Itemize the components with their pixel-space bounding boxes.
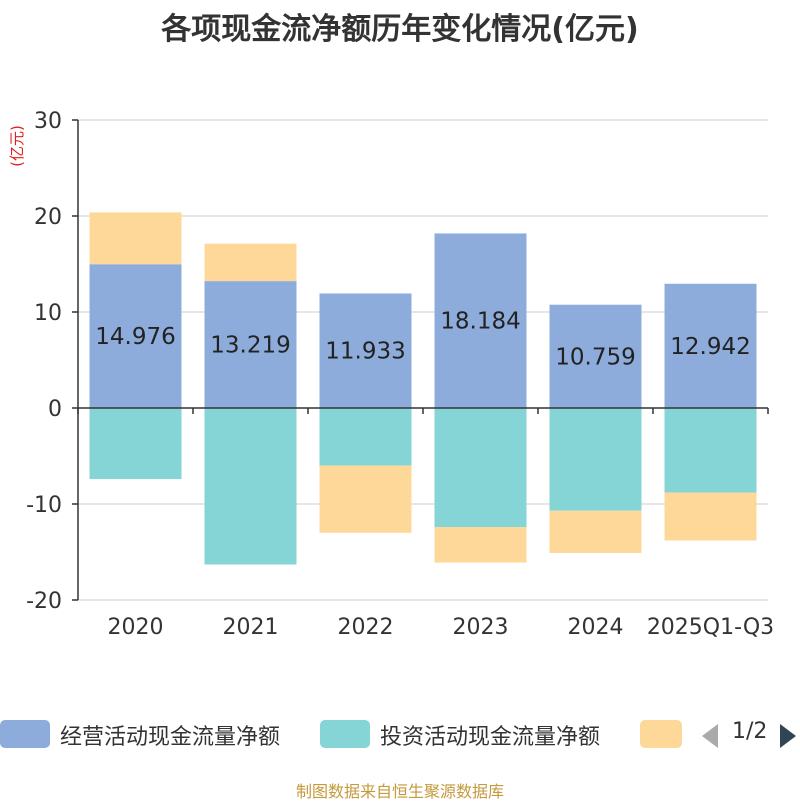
- x-tick-label: 2023: [453, 615, 509, 640]
- bar-investing-2025Q1-Q3[interactable]: [664, 408, 757, 493]
- x-tick-label: 2022: [338, 615, 394, 640]
- bar-investing-2021[interactable]: [204, 408, 297, 565]
- bar-operating-2021[interactable]: [204, 281, 297, 408]
- chart-title: 各项现金流净额历年变化情况(亿元): [161, 12, 639, 47]
- bar-investing-2022[interactable]: [319, 408, 412, 466]
- bar-investing-2020[interactable]: [89, 408, 182, 480]
- data-label: 13.219: [210, 333, 290, 359]
- bar-financing-2021[interactable]: [204, 243, 297, 282]
- data-source-note: 制图数据来自恒生聚源数据库: [295, 782, 504, 801]
- legend-label-investing: 投资活动现金流量净额: [380, 725, 601, 750]
- x-tick-label: 2020: [108, 615, 164, 640]
- bar-operating-2022[interactable]: [319, 293, 412, 408]
- bar-operating-2020[interactable]: [89, 264, 182, 408]
- data-label: 11.933: [325, 339, 405, 365]
- legend-swatch-operating: [0, 720, 50, 748]
- cashflow-bar-chart: -20 -10 0 10 20 30 (亿元) 14.976 13.219 11.933 18.18…: [8, 109, 774, 640]
- bar-financing-2023[interactable]: [434, 527, 527, 563]
- legend: 经营活动现金流量净额 投资活动现金流量净额: [0, 714, 800, 754]
- x-tick-label: 2021: [223, 615, 279, 640]
- y-axis-unit-label: (亿元): [8, 125, 26, 167]
- y-tick-label: -20: [26, 589, 62, 614]
- legend-swatch-investing: [320, 720, 370, 748]
- bar-investing-2024[interactable]: [549, 408, 642, 511]
- data-label: 12.942: [670, 334, 750, 360]
- x-tick-label: 2024: [568, 615, 624, 640]
- data-label: 18.184: [440, 309, 520, 335]
- legend-swatch-financing: [640, 720, 682, 748]
- legend-label-operating: 经营活动现金流量净额: [60, 725, 281, 750]
- legend-prev-page-icon[interactable]: [702, 724, 718, 748]
- legend-page-indicator: 1/2: [732, 719, 768, 744]
- y-tick-label: -10: [26, 493, 62, 518]
- data-label: 10.759: [555, 344, 635, 370]
- data-label: 14.976: [95, 324, 175, 350]
- bar-investing-2023[interactable]: [434, 408, 527, 528]
- y-tick-label: 10: [34, 301, 62, 326]
- x-tick-label: 2025Q1-Q3: [647, 615, 774, 640]
- bar-operating-2023[interactable]: [434, 233, 527, 408]
- bar-financing-2022[interactable]: [319, 465, 412, 533]
- legend-next-page-icon[interactable]: [780, 724, 796, 748]
- y-tick-label: 0: [48, 397, 62, 422]
- bar-financing-2020[interactable]: [89, 212, 182, 265]
- bar-operating-2024[interactable]: [549, 304, 642, 408]
- legend-pager: 1/2: [700, 714, 800, 754]
- bar-operating-2025Q1-Q3[interactable]: [664, 283, 757, 408]
- bar-financing-2025Q1-Q3[interactable]: [664, 492, 757, 541]
- y-tick-label: 30: [34, 109, 62, 134]
- y-tick-label: 20: [34, 205, 62, 230]
- bar-financing-2024[interactable]: [549, 510, 642, 553]
